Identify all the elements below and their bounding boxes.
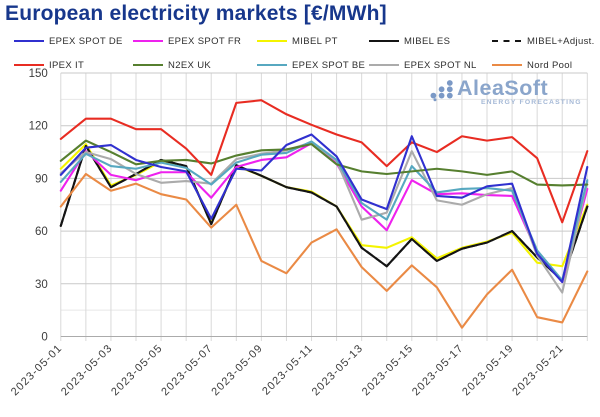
y-tick-label: 90 xyxy=(35,173,48,185)
legend-label: IPEX IT xyxy=(49,59,85,71)
series-line-ipex-it xyxy=(59,99,589,224)
legend-label: Nord Pool xyxy=(527,59,573,71)
legend-item-epex-spot-nl: EPEX SPOT NL xyxy=(369,59,477,72)
legend-swatch xyxy=(369,40,399,42)
legend-swatch xyxy=(257,64,287,66)
legend-label: EPEX SPOT FR xyxy=(168,35,242,47)
x-tick-label: 2023-05-19 xyxy=(460,342,516,398)
x-tick-label: 2023-05-15 xyxy=(360,342,416,398)
x-tick-label: 2023-05-13 xyxy=(310,342,366,398)
legend-item-ipex-it: IPEX IT xyxy=(14,59,84,72)
legend-swatch xyxy=(14,40,44,42)
legend-swatch xyxy=(492,40,522,42)
y-tick-label: 0 xyxy=(41,332,47,344)
series-line-epex-spot-nl xyxy=(59,141,589,294)
x-tick-label: 2023-05-17 xyxy=(410,342,466,398)
series-line-epex-spot-de xyxy=(59,133,589,284)
legend-label: EPEX SPOT NL xyxy=(404,59,477,71)
x-tick-label: 2023-05-09 xyxy=(209,342,265,398)
x-tick-label: 2023-05-03 xyxy=(59,342,115,398)
legend-item-epex-spot-de: EPEX SPOT DE xyxy=(14,35,123,48)
series-line-nord-pool xyxy=(59,172,589,329)
legend-swatch xyxy=(133,64,163,66)
x-tick-label: 2023-05-21 xyxy=(510,342,566,398)
chart-title: European electricity markets [€/MWh] xyxy=(5,2,387,25)
legend-label: EPEX SPOT DE xyxy=(49,35,123,47)
series-line-mibel-es xyxy=(59,144,589,282)
legend-swatch xyxy=(492,64,522,66)
legend-label: MIBEL ES xyxy=(404,35,451,47)
legend-item-nord-pool: Nord Pool xyxy=(492,59,572,72)
legend-item-n2ex-uk: N2EX UK xyxy=(133,59,211,72)
legend-label: MIBEL+Adjust. xyxy=(527,35,595,47)
legend-item-epex-spot-fr: EPEX SPOT FR xyxy=(133,35,241,48)
y-tick-label: 120 xyxy=(29,121,48,133)
legend-swatch xyxy=(257,40,287,42)
x-tick-label: 2023-05-11 xyxy=(260,342,315,397)
x-tick-label: 2023-05-07 xyxy=(159,342,215,398)
y-tick-label: 60 xyxy=(35,226,48,238)
x-tick-label: 2023-05-05 xyxy=(109,342,165,398)
legend-swatch xyxy=(133,40,163,42)
legend-item-mibel-pt: MIBEL PT xyxy=(257,35,338,48)
legend-label: EPEX SPOT BE xyxy=(292,59,366,71)
series-line-mibel-adjust xyxy=(59,144,589,282)
y-tick-label: 150 xyxy=(29,68,48,80)
legend-swatch xyxy=(369,64,399,66)
series-line-epex-spot-be xyxy=(59,140,589,282)
y-tick-label: 30 xyxy=(35,279,48,291)
legend-item-epex-spot-be: EPEX SPOT BE xyxy=(257,59,365,72)
legend-item-mibel-adjust: MIBEL+Adjust. xyxy=(492,35,595,48)
legend-item-mibel-es: MIBEL ES xyxy=(369,35,450,48)
legend-label: MIBEL PT xyxy=(292,35,338,47)
x-tick-label: 2023-05-01 xyxy=(9,342,65,398)
legend-swatch xyxy=(14,64,44,66)
legend-label: N2EX UK xyxy=(168,59,212,71)
